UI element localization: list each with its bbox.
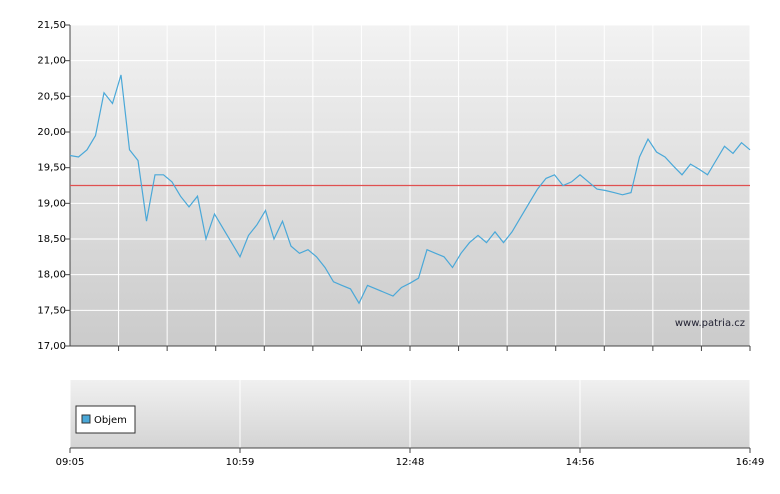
legend-swatch xyxy=(81,414,91,424)
y-tick-label: 20,00 xyxy=(37,127,66,138)
watermark: www.patria.cz xyxy=(675,318,745,329)
y-tick-label: 17,50 xyxy=(37,305,66,316)
x-tick-label: 09:05 xyxy=(56,457,85,468)
x-tick-label: 10:59 xyxy=(226,457,255,468)
y-tick-label: 19,50 xyxy=(37,163,66,174)
y-tick-label: 20,50 xyxy=(37,91,66,102)
x-tick-label: 12:48 xyxy=(396,457,425,468)
y-tick-label: 21,50 xyxy=(37,20,66,31)
x-tick-label: 16:49 xyxy=(736,457,765,468)
y-tick-label: 19,00 xyxy=(37,198,66,209)
y-tick-label: 18,50 xyxy=(37,234,66,245)
y-tick-label: 21,00 xyxy=(37,56,66,67)
y-tick-label: 17,00 xyxy=(37,341,66,352)
y-tick-label: 18,00 xyxy=(37,270,66,281)
x-tick-label: 14:56 xyxy=(566,457,595,468)
price-line xyxy=(69,74,751,305)
legend-label: Objem xyxy=(94,415,127,426)
